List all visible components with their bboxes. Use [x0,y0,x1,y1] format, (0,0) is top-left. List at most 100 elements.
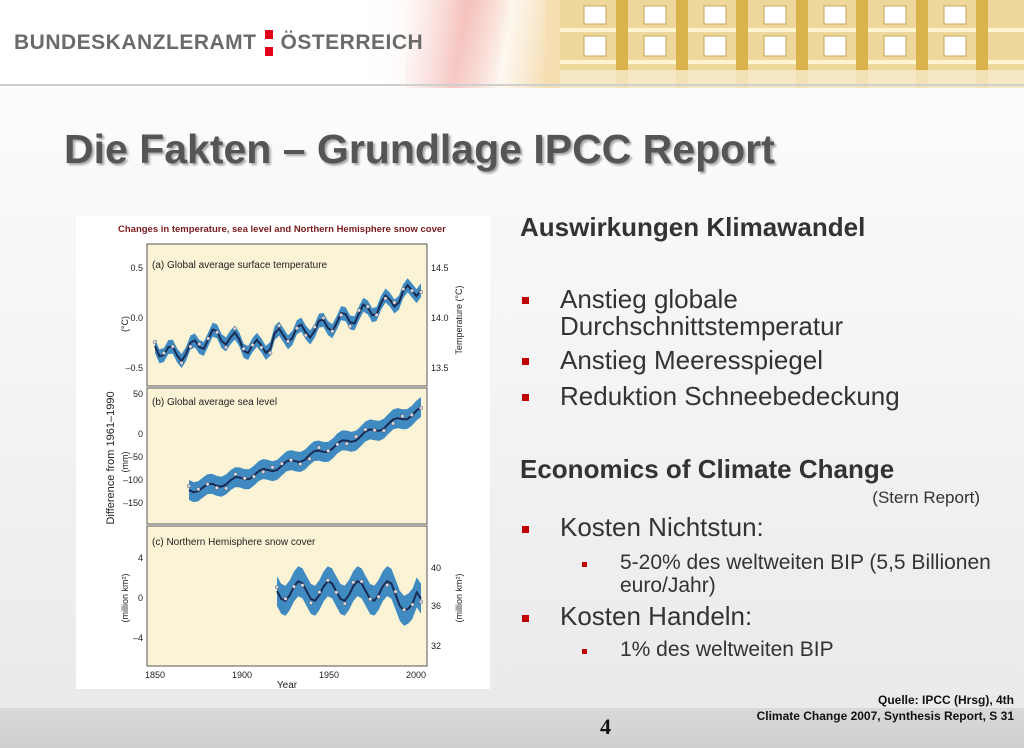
bullet-icon [522,358,529,365]
sub-bullet-icon [582,562,587,567]
snow-cover-data-point [393,589,398,594]
snow-cover-data-point [334,590,339,595]
temperature-data-point [223,345,228,350]
bullet-icon [522,526,529,533]
snow-cover-data-point [410,602,415,607]
snow-cover-data-point [291,584,296,589]
sub-bullet-cost-inaction: 5-20% des weltweiten BIP (5,5 Billionen … [620,551,991,597]
source-line-2: Climate Change 2007, Synthesis Report, S… [756,709,1014,723]
snow-cover-data-point [385,583,390,588]
snow-cover-data-point [342,601,347,606]
tick-c-left-1: 0 [138,593,143,603]
temperature-data-point [215,330,220,335]
sea-level-data-point [298,462,303,467]
tick-a-left-1: 0.0 [130,313,143,323]
figure-y-group-label: Difference from 1961–1990 [105,391,117,524]
temperature-data-point [401,287,406,292]
snow-cover-data-point [376,594,381,599]
sea-level-data-point [335,442,340,447]
sea-level-data-point [372,428,377,433]
bullet-snow: Reduktion Schneebedeckung [560,381,900,411]
page-number: 4 [600,714,611,739]
temperature-uncertainty-band [155,278,421,369]
snow-cover-data-point [368,597,373,602]
figure-title: Changes in temperature, sea level and No… [118,224,446,235]
temperature-data-point [188,344,193,349]
snow-cover-data-point [402,607,407,612]
temperature-data-point [161,351,166,356]
sea-level-data-point [289,458,294,463]
bullet-sea-level: Anstieg Meeresspiegel [560,345,824,375]
tick-b-left-3: –100 [123,475,143,485]
stern-report-label: (Stern Report) [872,488,980,507]
sea-level-data-point [363,427,368,432]
temperature-data-point [285,339,290,344]
panel-c-right-unit: (million km²) [454,574,464,623]
panel-a-bg [146,243,428,387]
sea-level-data-point [196,487,201,492]
logo-flag-icon [264,30,273,57]
temperature-data-point [410,288,415,293]
logo-text: BUNDESKANZLERAMT [14,31,257,54]
bullet-icon [522,615,529,622]
tick-c-left-0: 4 [138,553,143,563]
temperature-data-point [392,300,397,305]
sea-level-data-point [186,484,191,489]
temperature-data-point [321,315,326,320]
bullet-icon [522,394,529,401]
bullet-cost-inaction: Kosten Nichtstun: [560,512,764,542]
sea-level-data-point [354,434,359,439]
temperature-data-point [419,290,424,295]
sea-level-data-point [307,456,312,461]
sea-level-data-point [326,448,331,453]
sub-bullet-icon [582,649,587,654]
sea-level-data-point [400,414,405,419]
header-banner: BUNDESKANZLERAMT ÖSTERREICH [0,0,1024,88]
temperature-data-point [365,304,370,309]
panel-a-left-unit: (°C) [120,316,130,332]
tick-c-left-2: –4 [133,633,143,643]
section1-title: Auswirkungen Klimawandel [520,212,866,242]
content-panel: Auswirkungen Klimawandel Anstieg globale… [520,210,1010,670]
bullet-temperature: Anstieg globale Durchschnittstemperatur [560,284,844,341]
temperature-data-point [330,329,335,334]
sub-bullet-cost-action: 1% des weltweiten BIP [620,638,834,661]
temperature-data-point [268,350,273,355]
sea-level-data-point [316,445,321,450]
section2-title: Economics of Climate Change [520,454,895,484]
temperature-data-point [170,344,175,349]
sea-level-data-point [391,421,396,426]
header-fade [0,0,520,88]
sea-level-data-point [270,465,275,470]
temperature-data-point [374,312,379,317]
source-note: Quelle: IPCC (Hrsg), 4th Climate Change … [757,692,1014,724]
panel-c-label: (c) Northern Hemisphere snow cover [152,537,316,548]
x-tick-2: 1950 [319,670,339,680]
building-image [560,0,1024,88]
sea-level-data-point [224,486,229,491]
temperature-data-point [206,336,211,341]
sea-level-data-point [214,485,219,490]
sea-level-data-point [344,441,349,446]
sea-level-data-point [251,474,256,479]
footer-bar [0,708,1024,748]
temperature-data-point [179,361,184,366]
snow-cover-data-point [274,585,279,590]
source-line-1: Quelle: IPCC (Hrsg), 4th [877,693,1014,707]
tick-a-right-0: 14.5 [431,263,449,273]
ipcc-figure-svg: Changes in temperature, sea level and No… [105,224,464,689]
panel-a-right-unit: Temperature (°C) [454,285,464,354]
slide-title: Die Fakten – Grundlage IPCC Report [64,126,775,172]
sea-level-data-point [242,476,247,481]
sea-level-data-point [279,461,284,466]
temperature-data-point [277,323,282,328]
snow-cover-data-point [419,599,424,604]
temperature-data-point [303,333,308,338]
tick-c-right-2: 32 [431,641,441,651]
sea-level-data-point [205,482,210,487]
snow-cover-data-point [359,579,364,584]
tick-b-left-0: 50 [133,389,143,399]
ipcc-figure: Changes in temperature, sea level and No… [76,216,490,689]
panel-c-left-unit: (million km²) [120,574,130,623]
snow-cover-data-point [283,596,288,601]
